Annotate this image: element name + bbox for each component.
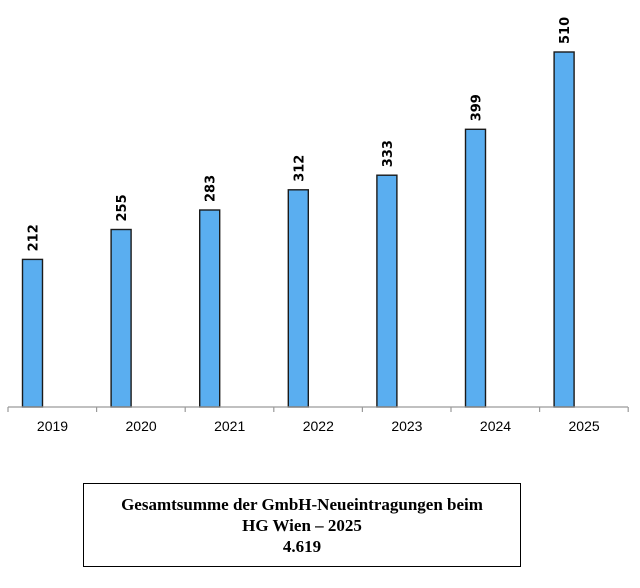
x-tick-label-2023: 2023 — [391, 418, 422, 434]
x-axis-tick-labels: 2019 2020 2021 2022 2023 2024 2025 — [37, 418, 600, 434]
x-tick-label-2021: 2021 — [214, 418, 245, 434]
bar-2023 — [376, 174, 398, 408]
x-tick-label-2022: 2022 — [303, 418, 334, 434]
summary-line-1: Gesamtsumme der GmbH-Neueintragungen bei… — [121, 494, 483, 514]
x-tick-label-2020: 2020 — [126, 418, 157, 434]
bar-2021 — [198, 209, 221, 408]
data-label-2021: 283 — [204, 175, 219, 202]
x-tick-label-2019: 2019 — [37, 418, 68, 434]
bar-2022 — [287, 189, 309, 408]
bar-2020 — [110, 228, 132, 408]
summary-total: 4.619 — [282, 536, 322, 556]
data-label-2023: 333 — [381, 140, 396, 167]
summary-line-2: HG Wien – 2025 — [242, 515, 362, 535]
data-label-2019: 212 — [27, 224, 42, 251]
x-axis-ticks — [7, 407, 629, 412]
summary-box: Gesamtsumme der GmbH-Neueintragungen bei… — [83, 483, 521, 567]
x-tick-label-2024: 2024 — [480, 418, 511, 434]
bar-2024 — [464, 128, 487, 408]
bars — [21, 51, 575, 408]
bar-2019 — [21, 258, 44, 408]
data-label-2022: 312 — [292, 155, 307, 182]
data-labels: 212 255 283 312 333 399 510 — [27, 17, 574, 252]
bar-2025 — [553, 51, 575, 408]
data-label-2024: 399 — [470, 94, 485, 121]
x-tick-label-2025: 2025 — [569, 418, 600, 434]
data-label-2025: 510 — [558, 17, 573, 44]
data-label-2020: 255 — [115, 194, 130, 221]
